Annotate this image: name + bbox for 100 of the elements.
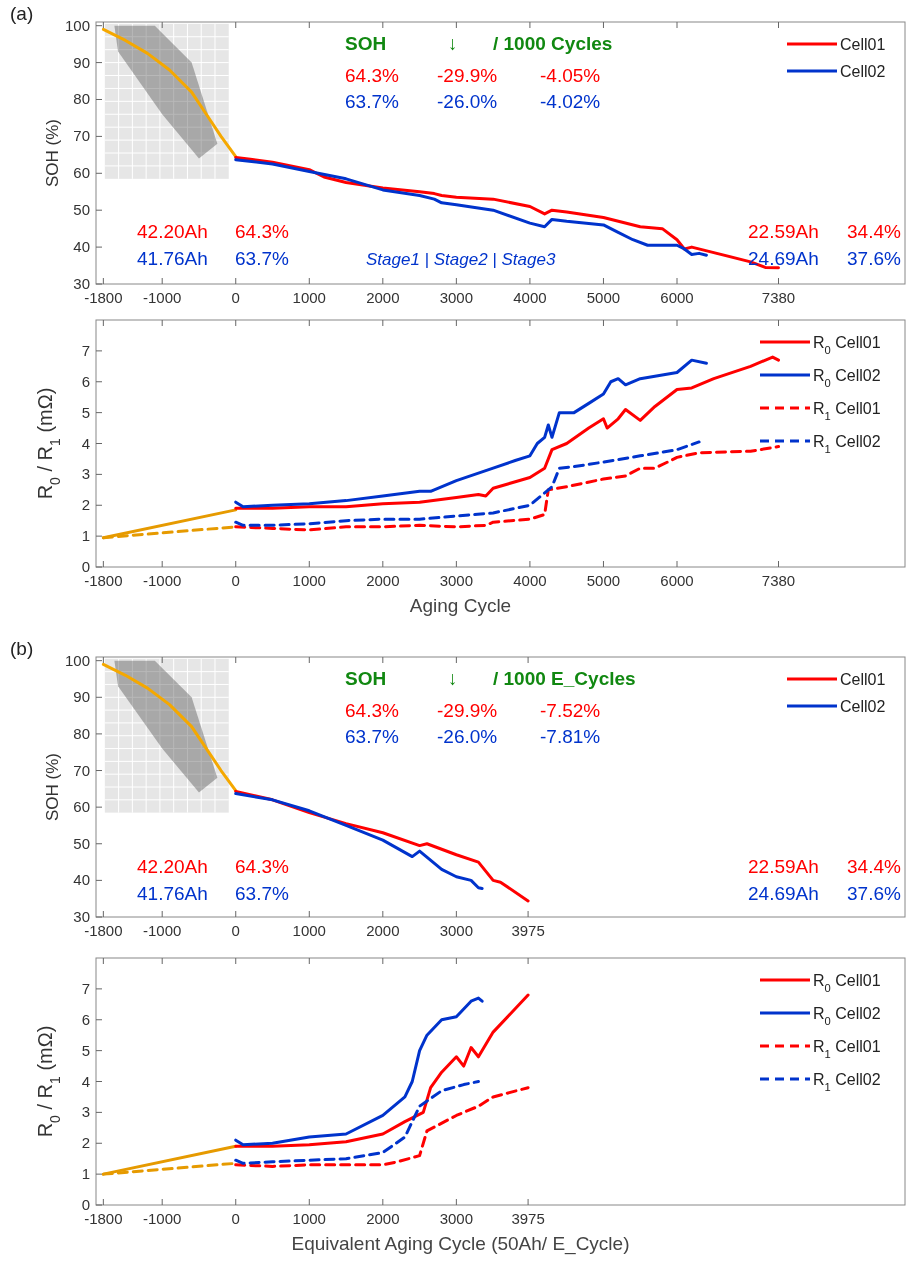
x-tick-label: 6000 xyxy=(660,289,694,306)
line-series xyxy=(234,1086,530,1168)
x-tick-label: 3975 xyxy=(511,1210,545,1227)
x-tick-label: 2000 xyxy=(366,572,400,589)
y-tick-label: 7 xyxy=(81,979,90,997)
legend-label: R$_{0}$ Cell01 xyxy=(813,972,881,994)
annotation: SOH xyxy=(345,668,387,689)
line-series xyxy=(234,1080,480,1165)
annotation: 42.20Ah xyxy=(137,221,208,242)
y-tick-label: 4 xyxy=(81,1072,90,1090)
y-tick-label: 70 xyxy=(73,127,90,145)
legend-label: R$_{0}$ Cell02 xyxy=(813,367,881,389)
annotation: 22.59Ah xyxy=(748,856,819,877)
legend-label: R$_{1}$ Cell01 xyxy=(813,1038,881,1060)
line-series xyxy=(234,445,780,532)
y-tick-label: 2 xyxy=(81,496,90,514)
annotation: 22.59Ah xyxy=(748,221,819,242)
annotation: 41.76Ah xyxy=(137,883,208,904)
x-tick-label: 2000 xyxy=(366,289,400,306)
y-tick-label: 6 xyxy=(81,1010,90,1028)
y-tick-label: 50 xyxy=(73,834,90,852)
annotation: -4.02% xyxy=(540,91,601,112)
annotation: 63.7% xyxy=(235,248,289,269)
x-tick-label: -1000 xyxy=(143,572,182,589)
annotation: 24.69Ah xyxy=(748,883,819,904)
y-tick-label: 1 xyxy=(81,1165,90,1183)
annotation: -7.52% xyxy=(540,700,601,721)
y-tick-label: 7 xyxy=(81,341,90,359)
line-series xyxy=(234,996,484,1147)
legend-label: R$_{1}$ Cell02 xyxy=(813,1071,881,1093)
annotation: 64.3% xyxy=(235,856,289,877)
annotation: SOH xyxy=(345,33,387,54)
y-tick-label: 6 xyxy=(81,372,90,390)
y-tick-label: 5 xyxy=(81,403,90,421)
y-tick-label: 80 xyxy=(73,90,90,108)
y-tick-label: 0 xyxy=(81,1196,90,1213)
x-tick-label: -1000 xyxy=(143,289,182,306)
x-tick-label: -1800 xyxy=(84,922,123,939)
x-tick-label: -1000 xyxy=(143,1210,182,1227)
annotation: -29.9% xyxy=(437,700,498,721)
line-series xyxy=(234,358,708,509)
x-tick-label: 0 xyxy=(231,922,240,939)
y-tick-label: 30 xyxy=(73,275,90,292)
y-tick-label: 80 xyxy=(73,724,90,742)
line-series xyxy=(234,440,701,527)
chart-title: (a) xyxy=(10,3,34,24)
x-tick-label: 1000 xyxy=(292,289,326,306)
annotation: ↓ xyxy=(448,33,458,54)
y-axis-title: SOH (%) xyxy=(43,119,62,187)
annotation: 63.7% xyxy=(235,883,289,904)
y-tick-label: 90 xyxy=(73,53,90,71)
x-tick-label: 4000 xyxy=(513,289,547,306)
legend-label: Cell02 xyxy=(840,63,886,80)
x-tick-label: 3000 xyxy=(439,289,474,306)
y-tick-label: 70 xyxy=(73,761,90,779)
x-tick-label: 1000 xyxy=(292,1210,326,1227)
x-tick-label: 0 xyxy=(231,572,240,589)
y-tick-label: 4 xyxy=(81,434,90,452)
x-tick-label: 2000 xyxy=(366,1210,400,1227)
y-tick-label: 2 xyxy=(81,1134,90,1152)
legend-label: R$_{1}$ Cell02 xyxy=(813,433,881,455)
annotation: 34.4% xyxy=(847,221,901,242)
line-series xyxy=(234,355,780,510)
legend-label: R$_{0}$ Cell01 xyxy=(813,334,881,356)
legend-label: Cell02 xyxy=(840,698,886,715)
x-tick-label: 3975 xyxy=(511,922,545,939)
x-tick-label: 0 xyxy=(231,1210,240,1227)
annotation: -29.9% xyxy=(437,65,498,86)
legend-label: Cell01 xyxy=(840,671,886,688)
x-tick-label: -1800 xyxy=(84,572,123,589)
annotation: 34.4% xyxy=(847,856,901,877)
annotation: 64.3% xyxy=(345,700,399,721)
annotation: 63.7% xyxy=(345,91,399,112)
annotation: 24.69Ah xyxy=(748,248,819,269)
annotation: 63.7% xyxy=(345,726,399,747)
y-tick-label: 60 xyxy=(73,164,90,182)
annotation: 64.3% xyxy=(345,65,399,86)
y-tick-label: 100 xyxy=(64,16,90,34)
y-tick-label: 90 xyxy=(73,688,90,706)
x-tick-label: 7380 xyxy=(761,572,796,589)
annotation: -26.0% xyxy=(437,726,498,747)
y-tick-label: 40 xyxy=(73,871,90,889)
y-tick-label: 40 xyxy=(73,238,90,256)
y-axis-title: SOH (%) xyxy=(43,753,62,821)
annotation: 37.6% xyxy=(847,248,901,269)
x-tick-label: 5000 xyxy=(586,289,621,306)
y-tick-label: 1 xyxy=(81,527,90,545)
x-tick-label: 3000 xyxy=(439,922,474,939)
y-tick-label: 5 xyxy=(81,1041,90,1059)
x-tick-label: -1800 xyxy=(84,1210,123,1227)
annotation: Stage1 | Stage2 | Stage3 xyxy=(366,250,556,269)
annotation: -4.05% xyxy=(540,65,601,86)
x-tick-label: -1800 xyxy=(84,289,123,306)
x-tick-label: 0 xyxy=(231,289,240,306)
annotation: 42.20Ah xyxy=(137,856,208,877)
line-series xyxy=(101,662,238,793)
legend-label: Cell01 xyxy=(840,36,886,53)
x-tick-label: 2000 xyxy=(366,922,400,939)
x-axis-title: Equivalent Aging Cycle (50Ah/ E_Cycle) xyxy=(291,1233,630,1255)
line-series xyxy=(101,27,238,159)
